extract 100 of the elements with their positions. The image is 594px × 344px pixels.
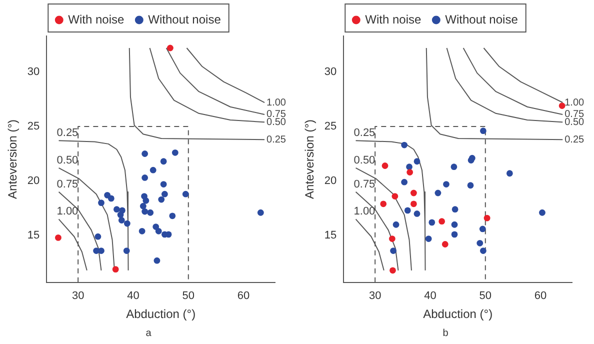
point <box>140 202 146 210</box>
point <box>390 267 396 274</box>
point <box>414 158 420 165</box>
point <box>484 214 490 222</box>
annotation: 0.50 <box>564 116 585 128</box>
point <box>392 221 400 228</box>
point <box>152 224 160 230</box>
annotation: 0.25 <box>564 134 585 146</box>
point <box>182 190 189 198</box>
text: a <box>144 328 152 339</box>
point <box>451 221 458 228</box>
point <box>154 257 160 264</box>
point <box>438 218 446 225</box>
point <box>558 102 566 109</box>
point <box>390 248 396 254</box>
annotation: 1.00 <box>266 97 286 108</box>
annotation: 0.25 <box>266 134 286 146</box>
point <box>166 44 174 52</box>
y-tick-label: 15 <box>27 230 40 242</box>
point <box>150 166 156 174</box>
point <box>158 196 165 203</box>
point <box>404 207 411 214</box>
x-tick-label: 50 <box>479 290 492 302</box>
annotation: 0.50 <box>266 116 286 128</box>
x-tick-label: 60 <box>237 290 250 302</box>
point <box>94 233 102 240</box>
annotation: 0.75 <box>56 178 78 190</box>
point <box>160 158 167 165</box>
point <box>142 174 148 181</box>
point <box>450 164 458 170</box>
annotation: 0.75 <box>354 178 376 190</box>
point <box>388 236 396 242</box>
point <box>480 128 486 134</box>
point <box>467 182 474 189</box>
point <box>155 228 162 234</box>
point <box>380 200 387 208</box>
point <box>480 248 486 254</box>
point <box>442 241 448 248</box>
x-tick-label: 40 <box>127 290 140 302</box>
y-axis-title: Anteversion (°) <box>6 119 20 199</box>
annotation: 1.00 <box>56 206 78 218</box>
annotation: 1.00 <box>354 206 376 218</box>
legend-label: With noise <box>68 12 124 26</box>
point <box>142 150 148 157</box>
point <box>118 217 125 224</box>
y-tick-label: 15 <box>324 230 337 242</box>
point <box>410 200 417 208</box>
point <box>401 178 408 186</box>
point <box>476 240 484 246</box>
point <box>434 190 442 196</box>
point <box>479 226 486 232</box>
point <box>414 210 420 217</box>
point <box>123 248 130 254</box>
point <box>138 228 146 234</box>
x-tick-label: 30 <box>72 290 84 302</box>
point <box>142 208 148 215</box>
point <box>406 169 414 176</box>
point <box>112 266 119 273</box>
point <box>406 164 412 170</box>
point <box>55 234 62 241</box>
x-axis-title: Abduction (°) <box>423 307 493 322</box>
y-tick-label: 25 <box>324 120 337 133</box>
y-tick-label: 30 <box>324 66 337 78</box>
point <box>443 181 450 188</box>
y-axis-title: Anteversion (°) <box>302 119 317 199</box>
point <box>506 170 513 177</box>
point <box>451 231 458 238</box>
legend-label: Without noise <box>148 12 222 26</box>
point <box>142 197 150 204</box>
point <box>410 190 417 196</box>
legend-label: Without noise <box>445 12 518 26</box>
x-tick-label: 40 <box>424 290 436 302</box>
point <box>539 209 546 216</box>
y-tick-label: 20 <box>27 175 40 188</box>
point <box>392 193 398 200</box>
y-tick-label: 30 <box>27 66 40 78</box>
x-axis-title: Abduction (°) <box>126 307 196 322</box>
point <box>172 149 178 156</box>
point <box>452 206 458 213</box>
y-tick-label: 25 <box>27 120 40 133</box>
point <box>124 220 130 227</box>
point <box>468 154 476 162</box>
x-tick-label: 50 <box>182 290 195 302</box>
point <box>161 190 168 198</box>
point <box>382 162 388 169</box>
point <box>401 142 408 148</box>
point <box>147 209 154 216</box>
annotation: 0.50 <box>56 154 78 166</box>
legend-label: With noise <box>365 12 422 26</box>
point <box>113 206 120 213</box>
point <box>428 219 436 226</box>
point <box>98 200 104 206</box>
point <box>425 236 432 242</box>
point <box>108 195 114 202</box>
point <box>98 248 104 254</box>
x-tick-label: 30 <box>368 290 382 302</box>
point <box>117 212 124 218</box>
y-tick-label: 20 <box>324 175 337 188</box>
annotation: 0.50 <box>354 154 376 166</box>
point <box>169 212 176 220</box>
